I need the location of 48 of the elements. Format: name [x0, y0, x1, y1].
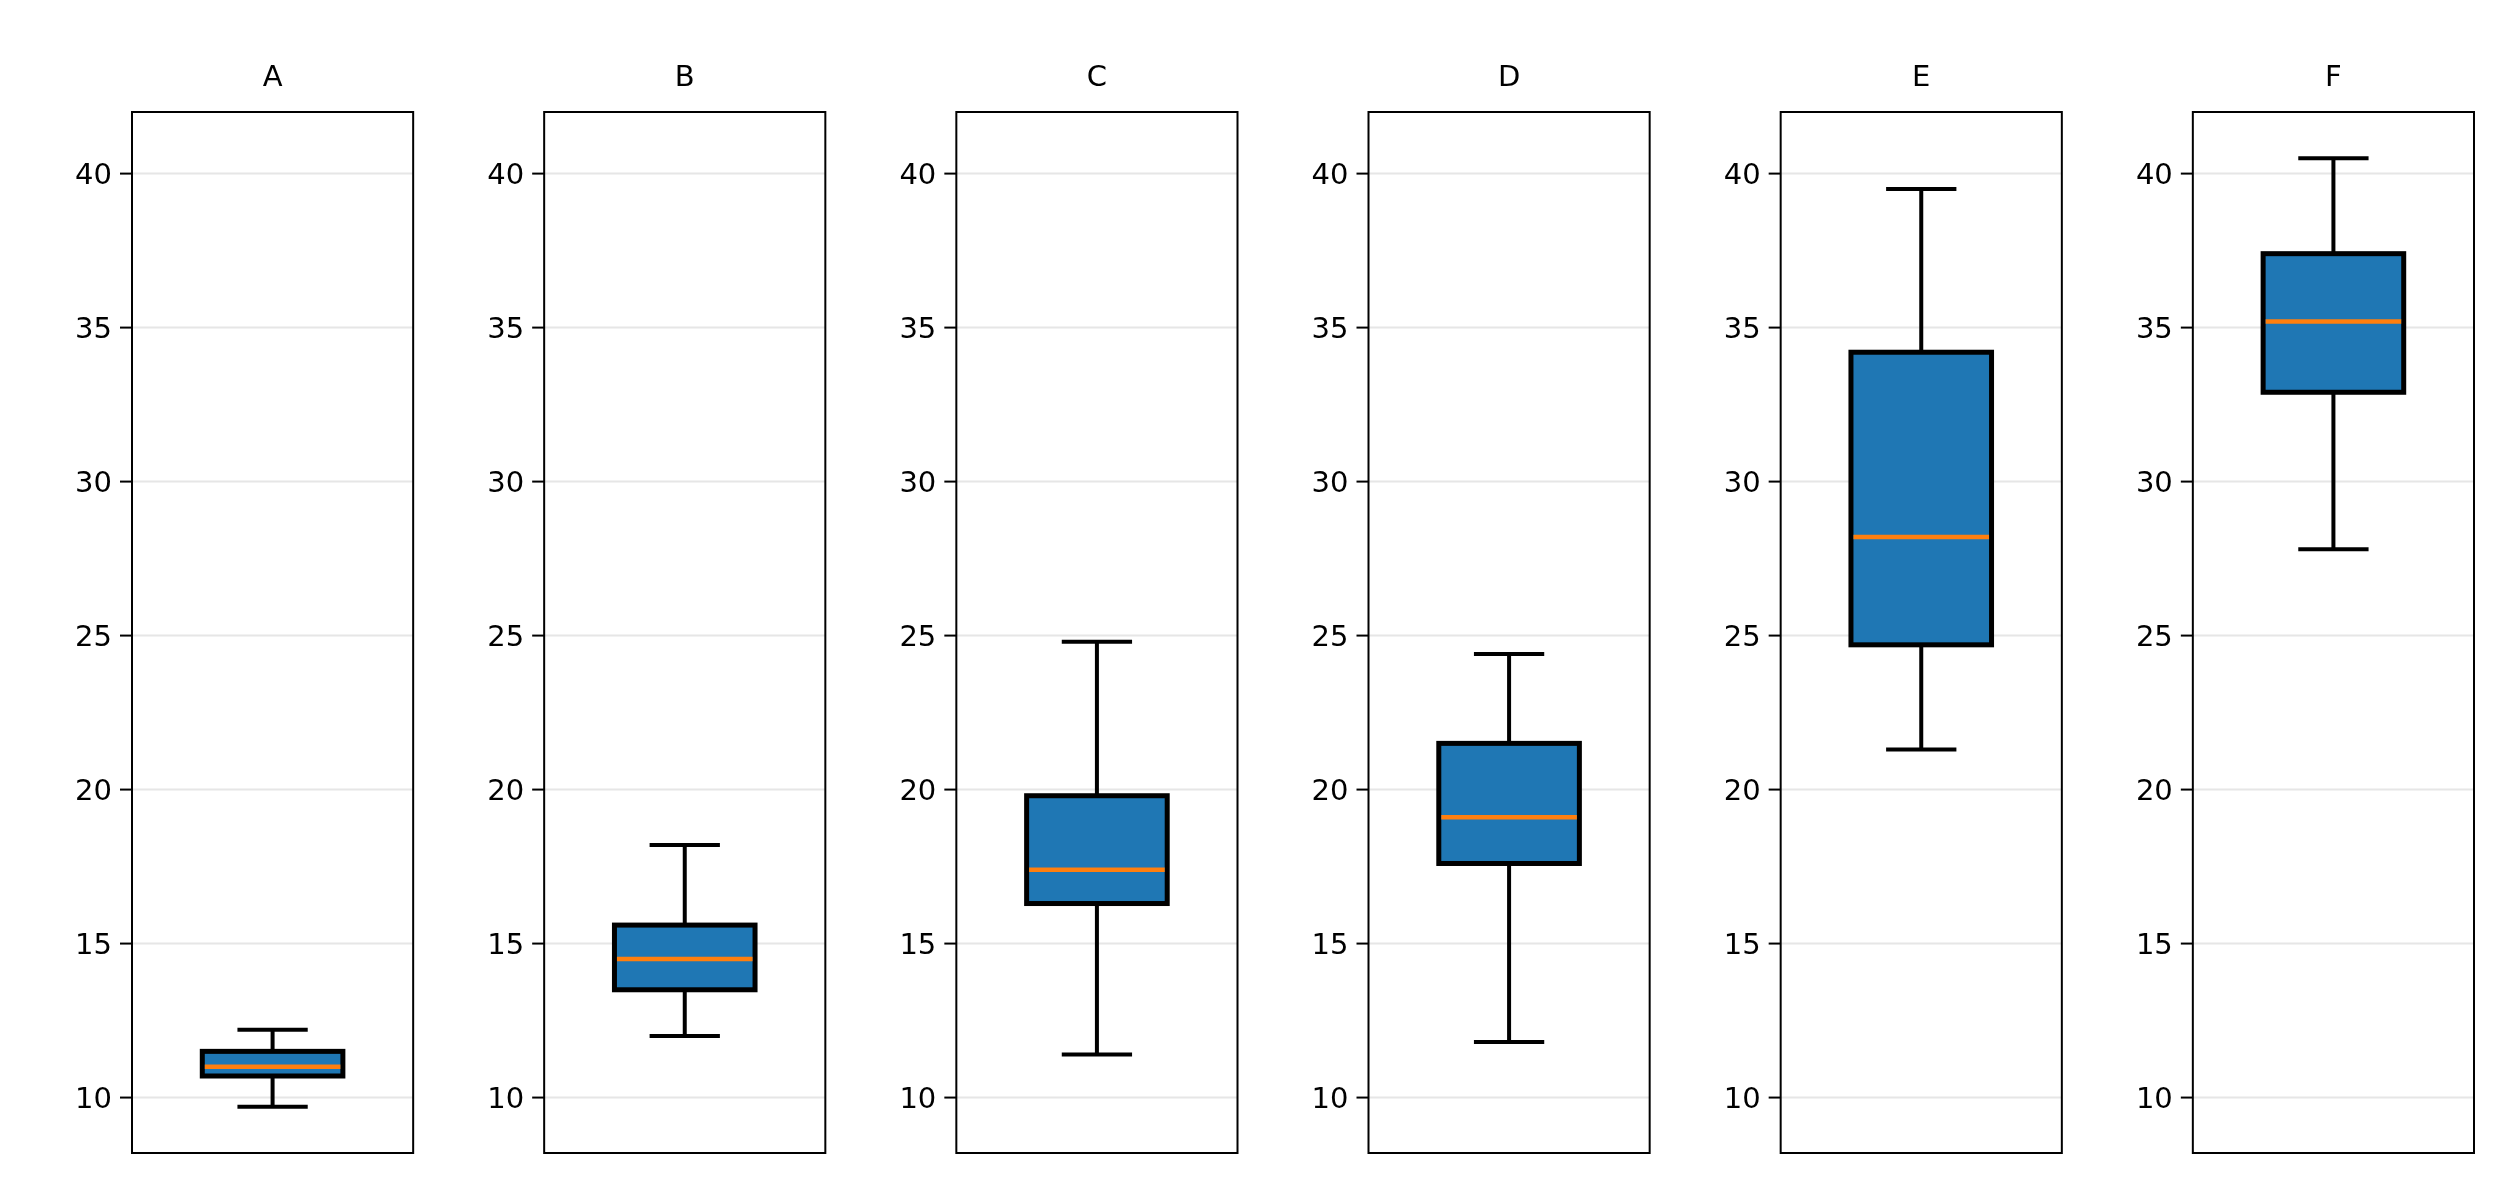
chart-title: B	[674, 59, 695, 93]
y-tick-label: 35	[899, 310, 937, 345]
y-tick-label: 25	[75, 618, 112, 653]
y-tick-label: 30	[899, 464, 937, 499]
y-tick-label: 10	[899, 1080, 937, 1115]
chart-title: A	[262, 59, 283, 93]
y-tick-label: 10	[2135, 1080, 2173, 1115]
y-tick-label: 25	[487, 618, 525, 653]
chart-title: E	[1912, 59, 1931, 93]
y-tick-label: 15	[2135, 926, 2173, 961]
y-tick-label: 20	[2135, 772, 2173, 807]
y-tick-label: 25	[2135, 618, 2173, 653]
chart-title: F	[2325, 59, 2342, 93]
chart-title: C	[1086, 59, 1108, 93]
y-tick-label: 10	[487, 1080, 525, 1115]
y-tick-label: 35	[75, 310, 112, 345]
y-tick-label: 10	[1311, 1080, 1349, 1115]
y-tick-label: 25	[899, 618, 937, 653]
y-tick-label: 30	[75, 464, 112, 499]
y-tick-label: 10	[1723, 1080, 1761, 1115]
y-tick-label: 35	[1723, 310, 1761, 345]
y-tick-label: 15	[1311, 926, 1349, 961]
y-tick-label: 35	[487, 310, 525, 345]
y-tick-label: 30	[2135, 464, 2173, 499]
y-tick-label: 30	[1723, 464, 1761, 499]
y-tick-label: 25	[1723, 618, 1761, 653]
y-tick-label: 20	[487, 772, 525, 807]
y-tick-label: 35	[2135, 310, 2173, 345]
y-tick-label: 30	[487, 464, 525, 499]
y-tick-label: 20	[75, 772, 112, 807]
y-tick-label: 40	[1311, 156, 1349, 191]
y-tick-label: 40	[899, 156, 937, 191]
y-tick-label: 15	[75, 926, 112, 961]
y-tick-label: 20	[899, 772, 937, 807]
y-tick-label: 15	[487, 926, 525, 961]
chart-title: D	[1497, 59, 1521, 93]
y-tick-label: 25	[1311, 618, 1349, 653]
y-tick-label: 40	[2135, 156, 2173, 191]
y-tick-label: 20	[1723, 772, 1761, 807]
y-tick-label: 40	[75, 156, 112, 191]
y-tick-label: 40	[487, 156, 525, 191]
y-tick-label: 10	[75, 1080, 112, 1115]
y-tick-label: 15	[1723, 926, 1761, 961]
y-tick-label: 40	[1723, 156, 1761, 191]
y-tick-label: 35	[1311, 310, 1349, 345]
y-tick-label: 15	[899, 926, 937, 961]
y-tick-label: 20	[1311, 772, 1349, 807]
y-tick-label: 30	[1311, 464, 1349, 499]
